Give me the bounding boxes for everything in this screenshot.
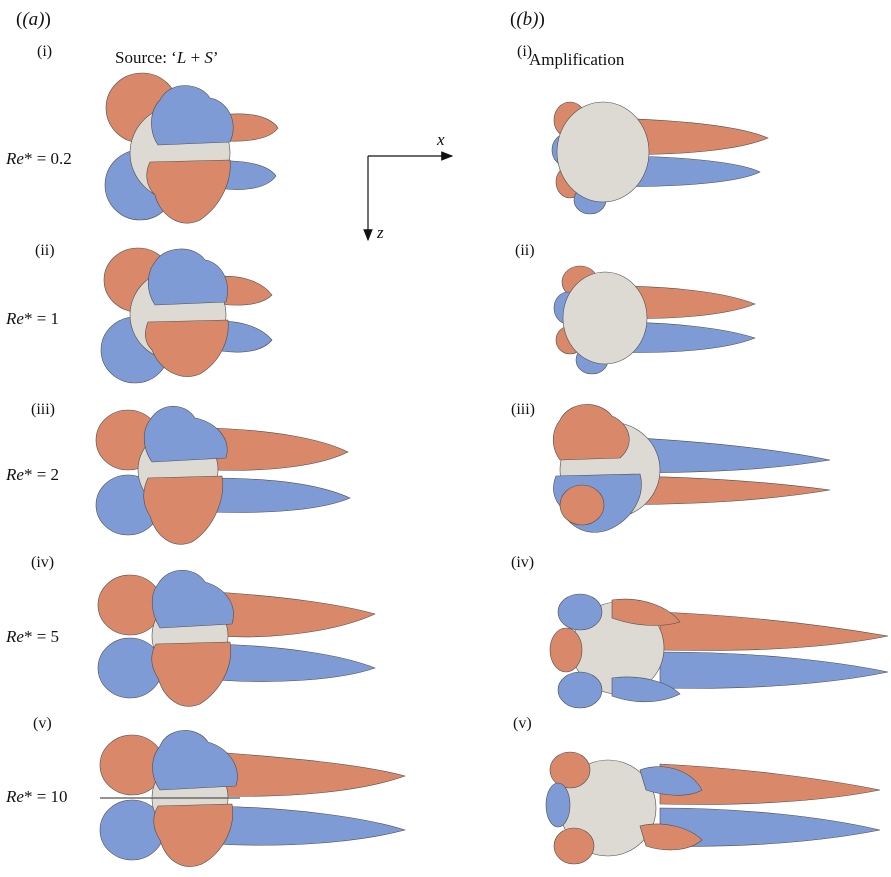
source-isosurface-row-2 — [100, 247, 273, 384]
row-roman-a-5: (v) — [33, 715, 52, 732]
re-label-row-4: Re* = 5 — [6, 627, 60, 646]
row-roman-b-2: (ii) — [515, 242, 535, 259]
amplification-isosurface-row-3 — [552, 404, 831, 533]
re-label-row-1: Re* = 0.2 — [6, 149, 72, 168]
x-axis-label: x — [437, 130, 445, 149]
source-isosurface-row-5 — [99, 730, 407, 867]
row-roman-b-3: (iii) — [511, 401, 535, 418]
row-roman-a-2: (ii) — [35, 242, 55, 259]
row-roman-a-1: (i) — [37, 43, 53, 60]
source-isosurface-row-1 — [104, 72, 279, 224]
amplification-isosurface-row-1 — [551, 101, 769, 215]
re-label-row-3: Re* = 2 — [6, 465, 60, 484]
row-roman-b-5: (v) — [513, 715, 532, 732]
amplification-isosurface-row-5 — [545, 751, 881, 865]
re-label-row-2: Re* = 1 — [6, 309, 60, 328]
amplification-isosurface-row-4 — [549, 593, 889, 709]
row-roman-a-3: (iii) — [31, 401, 55, 418]
re-label-row-5: Re* = 10 — [6, 787, 68, 806]
amplification-isosurface-row-2 — [553, 265, 756, 375]
column-a-title: Source: ‘L + S’ — [115, 48, 219, 67]
row-roman-a-4: (iv) — [31, 554, 55, 571]
z-axis-label: z — [377, 223, 384, 242]
row-roman-b-4: (iv) — [511, 554, 535, 571]
source-isosurface-row-3 — [95, 406, 351, 545]
panel-label-b: ((b)) — [510, 9, 545, 30]
source-isosurface-row-4 — [97, 570, 376, 707]
panel-label-a: ((a)) — [16, 9, 51, 30]
axis-triad — [363, 151, 454, 242]
column-b-title: Amplification — [529, 50, 625, 69]
row-roman-b-1: (i) — [517, 43, 533, 60]
